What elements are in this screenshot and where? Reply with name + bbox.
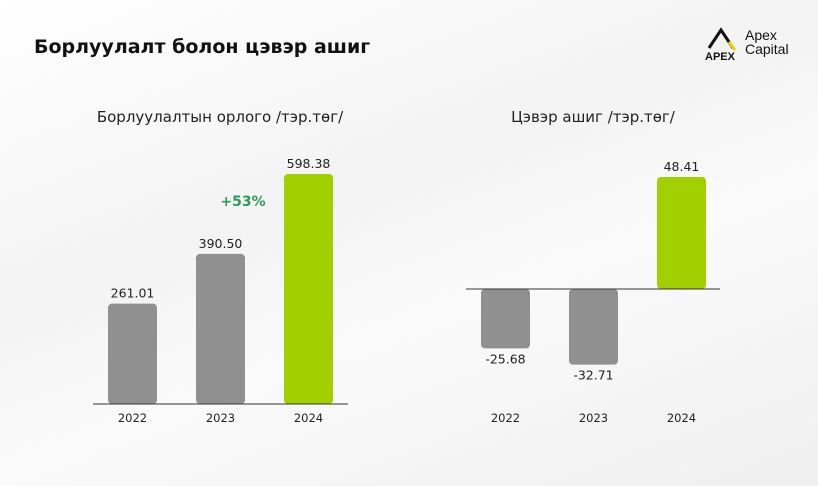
bar-2023: [569, 289, 618, 365]
bar-2022: [108, 303, 157, 404]
bar-2024: [657, 177, 706, 289]
data-label: 390.50: [199, 236, 243, 251]
data-label: 261.01: [111, 286, 155, 301]
logo-line1: Apex: [745, 27, 777, 43]
bar-2022: [481, 289, 530, 349]
apex-capital-logo: APEX Apex Capital: [703, 26, 803, 63]
data-label: 598.38: [287, 156, 331, 171]
logo-line2: Capital: [745, 41, 789, 57]
x-tick-label: 2023: [579, 411, 608, 425]
chart-title: Борлуулалтын орлого /тэр.төг/: [97, 108, 344, 126]
chart-title: Цэвэр ашиг /тэр.төг/: [511, 108, 676, 126]
data-label: 48.41: [664, 159, 700, 174]
svg-text:APEX: APEX: [705, 51, 736, 62]
growth-annotation: +53%: [220, 194, 265, 210]
page-title: Борлуулалт болон цэвэр ашиг: [34, 36, 371, 58]
apex-logo-icon: APEX: [705, 27, 737, 63]
x-tick-label: 2024: [294, 411, 323, 425]
x-tick-label: 2022: [491, 411, 520, 425]
x-tick-label: 2024: [667, 411, 696, 425]
x-tick-label: 2023: [206, 411, 235, 425]
x-tick-label: 2022: [118, 411, 147, 425]
data-label: -25.68: [485, 351, 525, 366]
data-label: -32.71: [573, 368, 613, 383]
bar-2023: [196, 253, 245, 404]
bar-2024: [284, 174, 333, 404]
